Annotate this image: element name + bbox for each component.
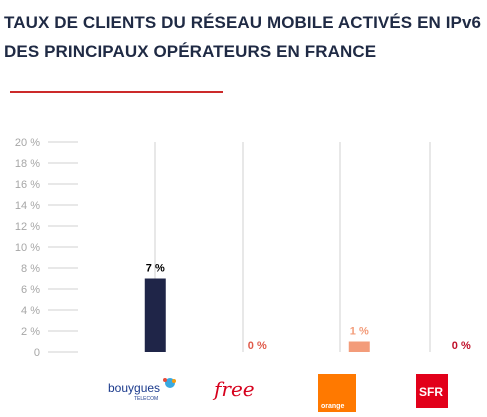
data-label-2: 0 % [248,340,267,352]
y-tick-label: 8 % [21,263,40,275]
bouygues-logo-text: bouygues [108,381,160,395]
free-logo-graphic: free [212,377,255,401]
data-label-4: 0 % [452,340,471,352]
orange-logo-graphic: orange [321,403,344,410]
y-tick-label: 18 % [15,158,40,170]
sfr-logo: SFR [416,374,448,408]
bouygues-telecom-logo: bouygues TELECOM [104,374,194,410]
y-tick-label: 2 % [21,326,40,338]
y-tick-label: 14 % [15,200,40,212]
data-label-1: 7 % [146,263,165,275]
bouygues-logo-subtext: TELECOM [134,396,158,402]
y-tick-label: 10 % [15,242,40,254]
free-logo-text: free [212,377,255,401]
orange-logo-text: orange [321,403,344,410]
chart-title: TAUX DE CLIENTS DU RÉSEAU MOBILE ACTIVÉS… [4,8,484,66]
orange-logo: orange [318,374,356,412]
free-logo: free [212,374,274,410]
chart-title-line-1: TAUX DE CLIENTS DU RÉSEAU MOBILE ACTIVÉS… [4,13,482,32]
sfr-logo-text: SFR [419,385,443,399]
chart-title-line-2: DES PRINCIPAUX OPÉRATEURS EN FRANCE [4,42,377,61]
y-tick-label: 0 [34,347,40,359]
bar-1 [144,278,166,352]
data-label-3: 1 % [350,326,369,338]
y-tick-label: 4 % [21,305,40,317]
y-tick-label: 16 % [15,179,40,191]
title-underline [10,91,223,93]
bar-3 [348,341,370,352]
sfr-logo-graphic: SFR [419,385,443,399]
y-tick-label: 12 % [15,221,40,233]
bouygues-logo-graphic: bouygues TELECOM [108,378,176,402]
y-tick-label: 6 % [21,284,40,296]
y-tick-label: 20 % [15,137,40,149]
